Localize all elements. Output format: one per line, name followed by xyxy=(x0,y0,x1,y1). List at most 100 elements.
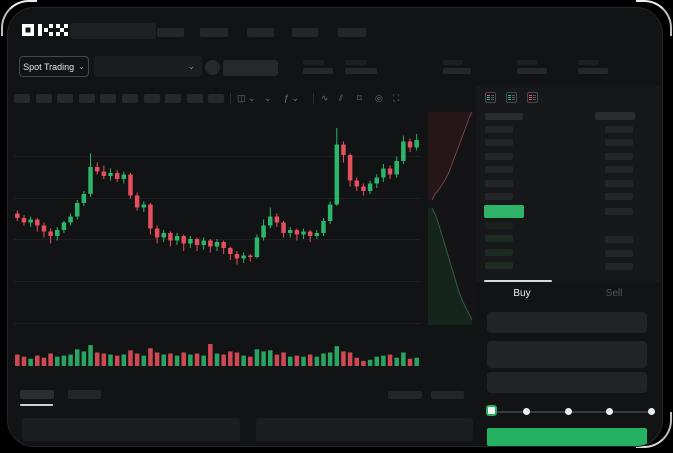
timeframe-button-placeholder[interactable] xyxy=(35,94,52,103)
candle xyxy=(81,194,87,203)
tab-buy[interactable]: Buy xyxy=(476,280,568,306)
volume-bar xyxy=(248,356,253,366)
ticker-stat xyxy=(517,60,547,74)
timeframe-button-placeholder[interactable] xyxy=(186,94,203,103)
candle xyxy=(41,225,47,232)
timeframe-button-placeholder[interactable] xyxy=(100,94,117,103)
timeframe-button-placeholder[interactable] xyxy=(143,94,160,103)
last-price-badge[interactable] xyxy=(484,205,524,218)
camera-icon[interactable]: ⌑ xyxy=(357,93,362,103)
timeframe-button-placeholder[interactable] xyxy=(57,94,74,103)
slider-stop-dot[interactable] xyxy=(565,408,572,415)
candle xyxy=(241,255,246,259)
bottom-tab[interactable] xyxy=(68,390,101,399)
nav-item-placeholder[interactable] xyxy=(292,28,318,37)
volume-bar xyxy=(254,349,260,366)
timeframe-button-placeholder[interactable] xyxy=(122,94,138,103)
amount-slider-track[interactable] xyxy=(490,411,654,413)
volume-bar xyxy=(41,357,47,366)
candles-svg xyxy=(15,128,419,265)
gridline xyxy=(14,323,420,324)
volume-bar xyxy=(321,353,326,366)
tab-sell[interactable]: Sell xyxy=(568,280,660,306)
ask-price-placeholder[interactable] xyxy=(485,152,513,160)
candlestick-chart[interactable] xyxy=(14,112,420,330)
order-form-field[interactable] xyxy=(487,341,647,368)
timeframe-button-placeholder[interactable] xyxy=(208,94,225,103)
candle xyxy=(188,239,193,244)
bid-price-placeholder[interactable] xyxy=(485,222,513,229)
fullscreen-icon[interactable]: ⛶ xyxy=(393,93,400,103)
bottom-action-placeholder[interactable] xyxy=(388,391,422,399)
nav-item-placeholder[interactable] xyxy=(200,28,228,37)
volume-bar xyxy=(15,354,20,366)
stat-label-placeholder xyxy=(578,60,599,65)
candle xyxy=(108,173,113,176)
volume-bar xyxy=(274,354,280,366)
icon-bar xyxy=(508,95,515,96)
timeframe-button-placeholder[interactable] xyxy=(165,94,182,103)
amount-slider-handle[interactable] xyxy=(486,405,497,416)
icon-bar-color xyxy=(529,97,533,98)
icon-bar-gray xyxy=(512,97,515,98)
volume-bar xyxy=(301,356,306,366)
timeframe-button-placeholder[interactable] xyxy=(14,94,30,103)
bottom-tab-active[interactable] xyxy=(20,390,54,399)
bottom-action-placeholder[interactable] xyxy=(431,391,464,399)
compare-icon[interactable]: ⌄ xyxy=(264,93,272,103)
ask-amount-placeholder xyxy=(605,179,633,187)
nav-item-placeholder[interactable] xyxy=(157,28,184,37)
order-form-field[interactable] xyxy=(487,372,647,393)
book-view-split-icon[interactable] xyxy=(485,92,496,103)
volume-bar xyxy=(181,352,186,366)
timeframe-button-placeholder[interactable] xyxy=(78,94,95,103)
settings-icon[interactable]: ◎ xyxy=(375,93,383,103)
chart-type-icon[interactable]: ◫ ⌄ xyxy=(237,93,256,103)
book-view-asks-icon[interactable] xyxy=(527,92,538,103)
volume-bar xyxy=(367,359,373,366)
bid-price-placeholder[interactable] xyxy=(485,262,513,270)
market-type-selector[interactable]: Spot Trading ⌄ xyxy=(19,56,89,77)
slider-stop-dot[interactable] xyxy=(606,408,613,415)
candle xyxy=(401,141,406,161)
candle xyxy=(414,140,419,148)
buy-submit-button[interactable] xyxy=(487,428,647,446)
volume-bar xyxy=(407,358,413,366)
slider-stop-dot[interactable] xyxy=(648,408,655,415)
icon-bar xyxy=(487,99,494,100)
line-tool-icon[interactable]: ∿ xyxy=(321,93,329,103)
draw-tool-icon[interactable]: ⫽ xyxy=(339,93,344,103)
market-type-label: Spot Trading xyxy=(23,61,75,72)
candle xyxy=(221,242,226,248)
book-view-bids-icon[interactable] xyxy=(506,92,517,103)
okx-logo[interactable] xyxy=(22,24,68,42)
volume-bar xyxy=(168,353,173,366)
icon-bar-color xyxy=(487,95,491,96)
ask-price-placeholder[interactable] xyxy=(485,179,513,187)
indicators-icon[interactable]: ƒ ⌄ xyxy=(284,93,300,103)
gridline xyxy=(14,198,420,199)
order-form-field[interactable] xyxy=(487,312,647,333)
candle xyxy=(294,230,300,235)
candle xyxy=(48,231,53,236)
volume-bar xyxy=(154,352,160,366)
nav-item-placeholder[interactable] xyxy=(247,28,274,37)
pair-select-dropdown[interactable]: ⌄ xyxy=(94,56,202,77)
volume-bar xyxy=(94,352,100,366)
volume-bar xyxy=(188,354,193,366)
volume-bar xyxy=(281,352,286,366)
nav-item-placeholder[interactable] xyxy=(338,28,366,37)
ask-price-placeholder[interactable] xyxy=(485,193,513,200)
bid-price-placeholder[interactable] xyxy=(485,248,513,256)
ask-price-placeholder[interactable] xyxy=(485,166,513,174)
ask-price-placeholder[interactable] xyxy=(485,126,513,133)
volume-bar xyxy=(354,357,360,366)
candle xyxy=(287,230,293,233)
volume-bar xyxy=(114,355,120,366)
search-input[interactable] xyxy=(70,23,156,39)
bid-price-placeholder[interactable] xyxy=(485,235,513,243)
icon-bar-gray xyxy=(533,99,536,100)
slider-stop-dot[interactable] xyxy=(523,408,530,415)
ask-price-placeholder[interactable] xyxy=(485,139,513,147)
